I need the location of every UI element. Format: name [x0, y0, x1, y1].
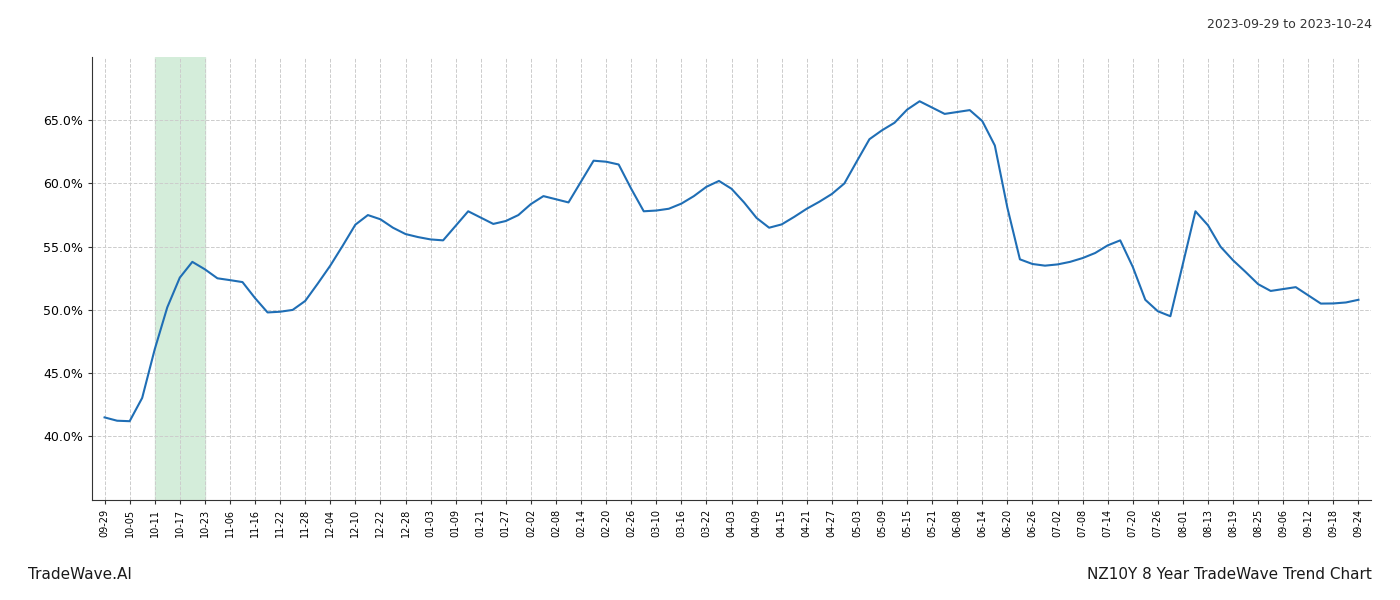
Bar — [155, 57, 204, 500]
Text: NZ10Y 8 Year TradeWave Trend Chart: NZ10Y 8 Year TradeWave Trend Chart — [1088, 567, 1372, 582]
Text: 2023-09-29 to 2023-10-24: 2023-09-29 to 2023-10-24 — [1207, 18, 1372, 31]
Text: TradeWave.AI: TradeWave.AI — [28, 567, 132, 582]
